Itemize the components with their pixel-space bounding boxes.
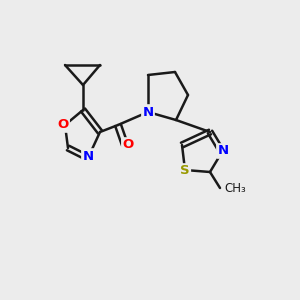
Text: CH₃: CH₃ xyxy=(224,182,246,194)
Text: O: O xyxy=(57,118,69,131)
Text: S: S xyxy=(180,164,190,178)
Text: N: N xyxy=(218,145,229,158)
Text: N: N xyxy=(142,106,154,118)
Text: N: N xyxy=(82,149,94,163)
Text: O: O xyxy=(122,139,134,152)
